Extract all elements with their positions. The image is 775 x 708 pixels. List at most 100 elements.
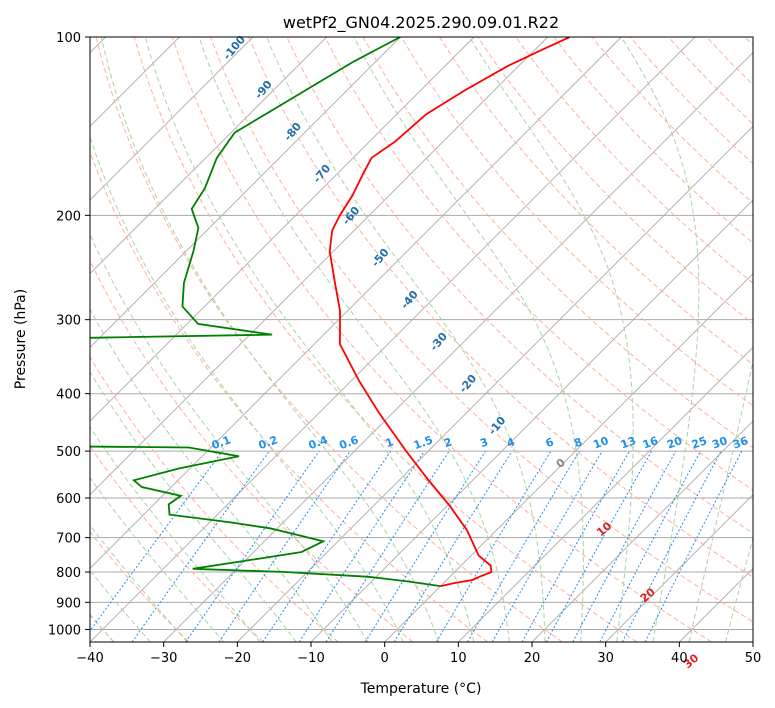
dry-adiabat-line bbox=[706, 37, 753, 86]
isotherm-line bbox=[90, 37, 327, 275]
axes: −40 −30 −20 −10 0 10 20 30 40 5010020030040050060… bbox=[48, 31, 761, 666]
moist-adiabat-line bbox=[90, 308, 333, 642]
mixing-ratio-line bbox=[572, 450, 677, 642]
isotherm-line bbox=[90, 37, 475, 422]
x-tick-label: 10 bbox=[450, 651, 467, 666]
mixing-ratio-label: 1 bbox=[384, 435, 396, 450]
x-tick-label: −20 bbox=[224, 651, 251, 666]
mixing-ratio-label: 0.6 bbox=[338, 433, 361, 452]
dry-adiabat-label: -30 bbox=[427, 330, 450, 354]
mixing-ratio-line bbox=[599, 450, 701, 642]
mixing-ratio-line bbox=[521, 450, 630, 642]
isotherm-line bbox=[605, 494, 753, 642]
mixing-ratio-label: 3 bbox=[478, 435, 490, 450]
y-tick-label: 200 bbox=[56, 209, 81, 224]
dry-adiabat-line bbox=[171, 37, 712, 642]
mixing-ratio-label: 13 bbox=[619, 434, 638, 451]
mixing-ratio-label: 20 bbox=[665, 434, 684, 452]
isotherm-line bbox=[310, 199, 753, 642]
moist-adiabat-label: 0 bbox=[554, 456, 568, 471]
dry-adiabat-line bbox=[515, 37, 753, 284]
dry-adiabat-line bbox=[477, 37, 753, 325]
x-tick-label: 40 bbox=[671, 651, 688, 666]
moist-adiabat-line bbox=[144, 37, 475, 642]
chart-title: wetPf2_GN04.2025.290.09.01.R22 bbox=[283, 13, 559, 33]
y-tick-label: 500 bbox=[56, 445, 81, 460]
dry-adiabat-line bbox=[668, 37, 753, 125]
y-tick-label: 800 bbox=[56, 566, 81, 581]
dewpoint-line bbox=[90, 37, 441, 588]
x-tick-label: 30 bbox=[597, 651, 614, 666]
mixing-ratio-line bbox=[218, 450, 351, 642]
moist-adiabat-line bbox=[90, 426, 261, 642]
y-tick-label: 900 bbox=[56, 596, 81, 611]
profile-lines bbox=[90, 37, 571, 588]
isotherm-line bbox=[531, 420, 753, 642]
dry-adiabat-line bbox=[133, 37, 638, 642]
dry-adiabat-line bbox=[362, 37, 753, 449]
mixing-ratio-line bbox=[545, 450, 653, 642]
dry-adiabat-label: -50 bbox=[369, 246, 392, 270]
isotherm-line bbox=[384, 273, 753, 642]
moist-adiabat-line bbox=[620, 37, 700, 642]
isotherm-line bbox=[90, 37, 254, 201]
dry-adiabat-line bbox=[248, 37, 753, 578]
mixing-ratio-label: 1.5 bbox=[412, 433, 435, 452]
dry-adiabat-label: -70 bbox=[311, 162, 334, 186]
dry-adiabat-label: -80 bbox=[281, 120, 304, 144]
mixing-ratio-line bbox=[262, 450, 392, 642]
moist-adiabat-line bbox=[266, 37, 546, 642]
dry-adiabat-label: -40 bbox=[398, 288, 421, 312]
mixing-ratio-line bbox=[393, 450, 513, 642]
mixing-ratio-label: 10 bbox=[591, 434, 610, 452]
x-axis-label: Temperature (°C) bbox=[360, 681, 482, 697]
moist-adiabat-line bbox=[90, 135, 404, 642]
moist-adiabat-line bbox=[725, 536, 753, 642]
isotherm-line bbox=[163, 52, 753, 642]
isotherm-line bbox=[679, 567, 753, 642]
mixing-ratio-line bbox=[491, 450, 603, 642]
temperature-line bbox=[328, 37, 571, 587]
dry-adiabat-line bbox=[90, 356, 339, 642]
y-tick-label: 300 bbox=[56, 314, 81, 329]
mixing-ratio-label: 36 bbox=[731, 434, 750, 452]
y-axis-label: Pressure (hPa) bbox=[13, 289, 29, 389]
mixing-ratio-label: 8 bbox=[572, 435, 584, 450]
mixing-ratio-label: 4 bbox=[505, 435, 517, 450]
mixing-ratio-line bbox=[644, 450, 743, 642]
mixing-ratio-label: 16 bbox=[641, 434, 660, 452]
mixing-ratio-line bbox=[185, 450, 320, 642]
y-tick-label: 600 bbox=[56, 492, 81, 507]
x-tick-label: 50 bbox=[745, 651, 762, 666]
background-lines bbox=[90, 37, 753, 642]
mixing-ratio-line bbox=[90, 450, 223, 632]
y-tick-label: 1000 bbox=[48, 623, 81, 638]
mixing-ratio-line bbox=[621, 450, 722, 642]
y-tick-label: 700 bbox=[56, 532, 81, 547]
moist-adiabat-line bbox=[90, 476, 225, 642]
dry-adiabat-line bbox=[90, 259, 414, 642]
moist-adiabat-line bbox=[688, 358, 753, 642]
isotherm-line bbox=[90, 37, 622, 569]
isotherm-line bbox=[90, 37, 696, 642]
dry-adiabat-line bbox=[95, 37, 563, 642]
isotherm-line bbox=[237, 125, 753, 642]
dry-adiabat-line bbox=[591, 37, 753, 204]
isotherm-line bbox=[90, 37, 548, 496]
mixing-ratio-line bbox=[131, 450, 270, 642]
dry-adiabat-line bbox=[210, 37, 753, 623]
x-tick-label: 20 bbox=[524, 651, 541, 666]
dry-adiabat-label: -20 bbox=[457, 372, 480, 396]
dry-adiabat-line bbox=[324, 37, 753, 491]
x-tick-label: −10 bbox=[297, 651, 324, 666]
dry-adiabat-line bbox=[400, 37, 753, 407]
x-tick-label: −40 bbox=[76, 651, 103, 666]
dry-adiabat-line bbox=[90, 150, 488, 642]
mixing-ratio-label: 0.1 bbox=[210, 433, 233, 452]
moist-adiabat-line bbox=[353, 37, 584, 642]
moist-adiabat-line bbox=[469, 37, 634, 642]
y-tick-label: 400 bbox=[56, 388, 81, 403]
x-tick-label: −30 bbox=[150, 651, 177, 666]
mixing-ratio-label: 6 bbox=[544, 435, 556, 450]
